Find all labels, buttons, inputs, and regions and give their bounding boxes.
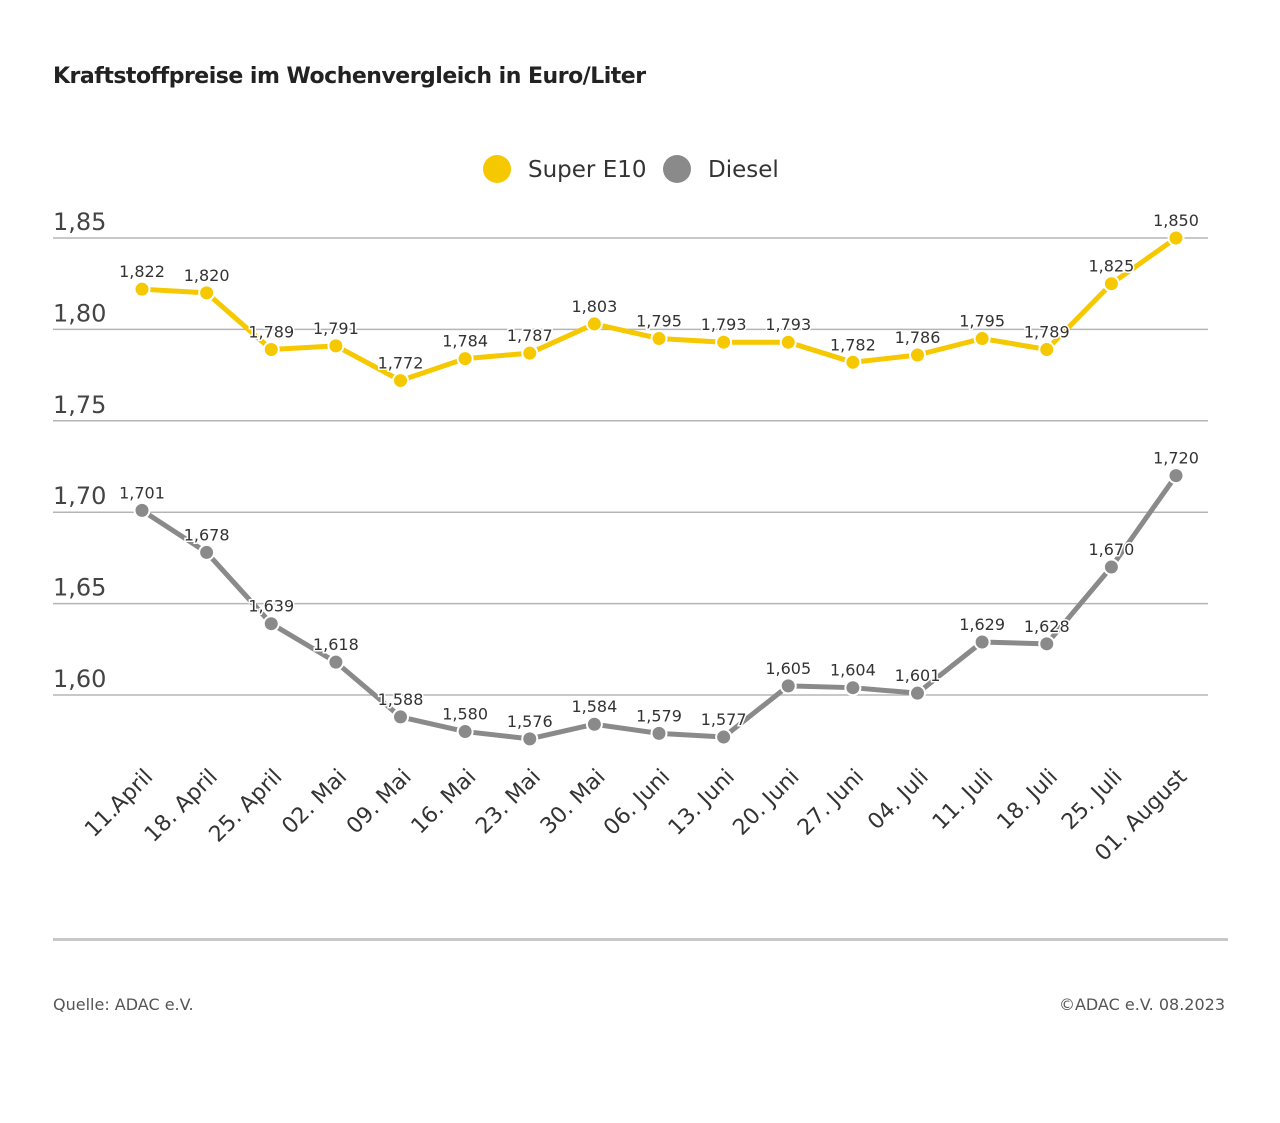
data-label: 1,772 xyxy=(378,354,424,373)
x-tick-label: 11. Juli xyxy=(928,765,998,835)
data-label: 1,795 xyxy=(959,312,1005,331)
x-tick-label: 18. Juli xyxy=(993,765,1063,835)
chart-title: Kraftstoffpreise im Wochenvergleich in E… xyxy=(53,64,646,89)
data-point xyxy=(1167,467,1185,485)
data-label: 1,576 xyxy=(507,712,553,731)
data-point xyxy=(715,333,733,351)
legend-marker xyxy=(483,155,511,183)
data-point xyxy=(779,677,797,695)
x-tick-label: 27. Juni xyxy=(793,765,869,841)
data-point xyxy=(133,501,151,519)
data-label: 1,579 xyxy=(636,706,682,725)
data-point xyxy=(779,333,797,351)
line-chart: 1,60 1,65 1,70 1,75 1,80 1,85 Super E10 Diesel 1… xyxy=(53,155,1208,866)
data-point xyxy=(262,615,280,633)
data-point xyxy=(392,372,409,390)
data-label: 1,670 xyxy=(1088,540,1134,559)
x-tick-label: 09. Mai xyxy=(342,765,417,840)
x-tick-label: 20. Juni xyxy=(729,765,805,841)
data-label: 1,604 xyxy=(830,661,876,680)
x-tick-label: 23. Mai xyxy=(471,765,546,840)
data-label: 1,793 xyxy=(701,315,747,334)
data-point xyxy=(973,330,991,348)
data-label: 1,784 xyxy=(442,332,488,351)
data-point xyxy=(650,330,668,348)
data-point xyxy=(262,341,280,359)
data-point xyxy=(844,679,862,697)
data-point xyxy=(1038,635,1056,653)
legend-label: Diesel xyxy=(708,157,779,183)
data-point xyxy=(198,284,216,302)
data-label: 1,820 xyxy=(184,266,230,285)
data-label: 1,825 xyxy=(1088,257,1134,276)
y-tick-label: 1,85 xyxy=(53,208,106,236)
data-point xyxy=(456,723,474,741)
data-point xyxy=(650,724,668,742)
data-label: 1,628 xyxy=(1024,617,1070,636)
data-point xyxy=(392,708,409,726)
y-tick-label: 1,75 xyxy=(53,391,106,419)
data-label: 1,720 xyxy=(1153,449,1199,468)
series-line xyxy=(141,235,1178,384)
data-point xyxy=(133,280,151,298)
data-point xyxy=(521,344,539,362)
data-label: 1,793 xyxy=(765,315,811,334)
y-tick-label: 1,65 xyxy=(53,574,106,602)
data-point xyxy=(973,633,991,651)
data-point xyxy=(585,315,603,333)
y-tick-label: 1,60 xyxy=(53,665,106,693)
data-point xyxy=(198,543,216,561)
x-tick-label: 02. Mai xyxy=(277,765,352,840)
data-label: 1,701 xyxy=(119,483,165,502)
data-point xyxy=(909,684,926,702)
data-label: 1,786 xyxy=(895,328,941,347)
data-label: 1,678 xyxy=(184,525,230,544)
y-tick-label: 1,70 xyxy=(53,482,106,510)
data-point xyxy=(456,350,474,368)
copyright-note: ©ADAC e.V. 08.2023 xyxy=(1058,995,1225,1014)
source-note: Quelle: ADAC e.V. xyxy=(53,995,194,1014)
data-point xyxy=(521,730,539,748)
x-tick-label: 04. Juli xyxy=(863,765,933,835)
data-label: 1,789 xyxy=(1024,323,1070,342)
legend-label: Super E10 xyxy=(528,157,647,183)
data-point xyxy=(1102,275,1120,293)
x-tick-label: 06. Juni xyxy=(599,765,675,841)
x-tick-label: 30. Mai xyxy=(536,765,611,840)
data-label: 1,822 xyxy=(119,262,165,281)
legend-marker xyxy=(663,155,691,183)
data-point xyxy=(715,728,733,746)
data-label: 1,791 xyxy=(313,319,359,338)
data-label: 1,639 xyxy=(248,597,294,616)
divider xyxy=(53,938,1228,941)
data-point xyxy=(327,653,345,671)
data-point xyxy=(844,353,862,371)
data-label: 1,787 xyxy=(507,326,553,345)
data-label: 1,629 xyxy=(959,615,1005,634)
y-tick-label: 1,80 xyxy=(53,299,106,327)
data-label: 1,584 xyxy=(571,697,617,716)
data-label: 1,605 xyxy=(765,659,811,678)
x-tick-label: 13. Juni xyxy=(664,765,740,841)
data-label: 1,789 xyxy=(248,323,294,342)
data-label: 1,850 xyxy=(1153,211,1199,230)
data-point xyxy=(909,346,926,364)
x-tick-label: 16. Mai xyxy=(407,765,482,840)
data-label: 1,588 xyxy=(378,690,424,709)
data-label: 1,782 xyxy=(830,335,876,354)
series-line xyxy=(140,474,1179,742)
data-label: 1,577 xyxy=(701,710,747,729)
data-point xyxy=(327,337,345,355)
data-label: 1,795 xyxy=(636,312,682,331)
data-label: 1,580 xyxy=(442,705,488,724)
data-point xyxy=(1102,558,1120,576)
data-point xyxy=(1038,341,1056,359)
data-label: 1,803 xyxy=(571,297,617,316)
data-label: 1,618 xyxy=(313,635,359,654)
data-point xyxy=(585,715,603,733)
data-label: 1,601 xyxy=(895,666,941,685)
data-point xyxy=(1167,229,1185,247)
